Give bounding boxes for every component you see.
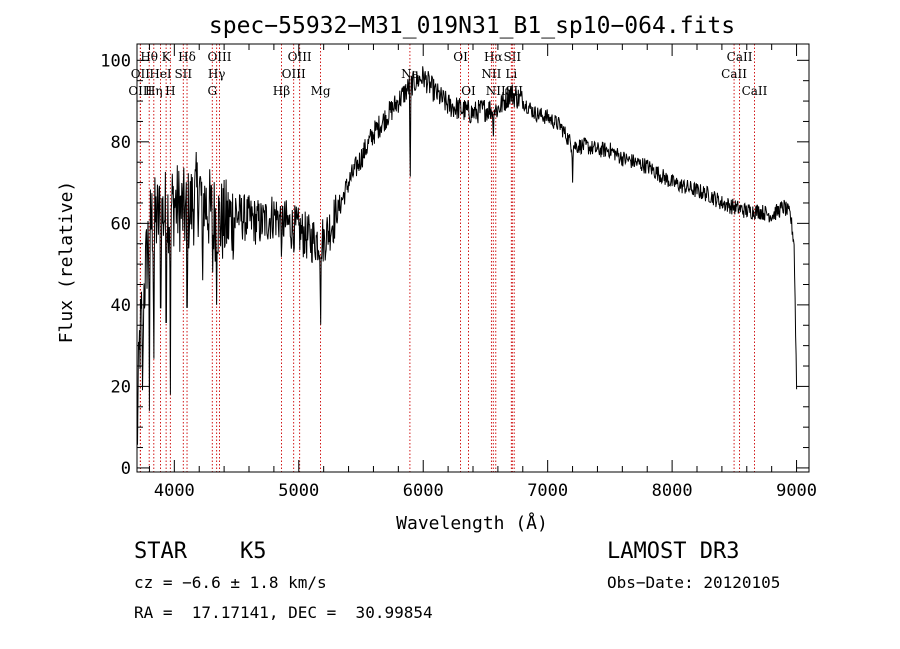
- y-tick-label: 40: [111, 296, 131, 316]
- line-marker-label: HeI: [149, 67, 172, 81]
- observation-date: Obs−Date: 20120105: [607, 573, 781, 592]
- line-marker-label: Hη: [145, 84, 163, 98]
- line-marker-label: OIII: [207, 50, 231, 64]
- y-tick-label: 100: [100, 51, 131, 71]
- line-marker-label: OI: [453, 50, 468, 64]
- y-axis-label: Flux (relative): [56, 181, 77, 344]
- line-marker-label: H: [165, 84, 175, 98]
- y-tick-label: 60: [111, 214, 131, 234]
- x-axis-label: Wavelength (Å): [396, 512, 548, 534]
- chart-title: spec−55932−M31_019N31_B1_sp10−064.fits: [209, 13, 735, 39]
- line-marker-label: Hα: [484, 50, 503, 64]
- x-tick-label: 6000: [403, 481, 444, 501]
- x-tick-label: 8000: [652, 481, 693, 501]
- x-tick-label: 4000: [154, 481, 195, 501]
- line-marker-label: Hδ: [178, 50, 196, 64]
- line-marker-label: NII: [486, 84, 506, 98]
- line-marker-label: OIII: [128, 84, 152, 98]
- line-marker-label: OIII: [282, 67, 306, 81]
- line-marker-label: G: [207, 84, 217, 98]
- line-marker-label: Hθ: [140, 50, 158, 64]
- line-marker-label: Mg: [311, 84, 331, 98]
- y-tick-label: 80: [111, 133, 131, 153]
- line-marker-label: Hβ: [273, 84, 290, 98]
- redshift-velocity: cz = −6.6 ± 1.8 km/s: [134, 573, 327, 592]
- ra-dec-coordinates: RA = 17.17141, DEC = 30.99854: [134, 603, 433, 622]
- line-marker-label: SII: [174, 67, 192, 81]
- x-axis: 4000 5000 6000 7000 8000 9000: [148, 44, 817, 501]
- line-marker-label: CaII: [742, 84, 768, 98]
- line-marker-label: NII: [481, 67, 501, 81]
- line-markers: Hθ OII OIII K HeI Hη H Hδ SII OIII Hγ G Hβ OIII OIII Mg…: [128, 44, 768, 472]
- y-tick-label: 0: [121, 459, 131, 479]
- line-marker-label: CaII: [721, 67, 747, 81]
- line-marker-label: OII: [131, 67, 151, 81]
- line-marker-label: CaII: [727, 50, 753, 64]
- line-marker-label: Li: [505, 67, 517, 81]
- line-marker-label: OI: [461, 84, 476, 98]
- line-marker-label: SII: [503, 50, 521, 64]
- line-marker-label: Hγ: [208, 67, 226, 81]
- line-marker-label: OIII: [288, 50, 312, 64]
- x-tick-label: 5000: [278, 481, 319, 501]
- line-marker-label: K: [162, 50, 172, 64]
- x-tick-label: 9000: [776, 481, 817, 501]
- survey-name: LAMOST DR3: [607, 539, 740, 564]
- y-axis: 0 20 40 60 80 100: [100, 51, 809, 479]
- spectrum-line: [136, 66, 798, 445]
- object-subclass: K5: [240, 539, 267, 564]
- object-class: STAR: [134, 539, 187, 564]
- y-tick-label: 20: [111, 377, 131, 397]
- x-tick-label: 7000: [527, 481, 568, 501]
